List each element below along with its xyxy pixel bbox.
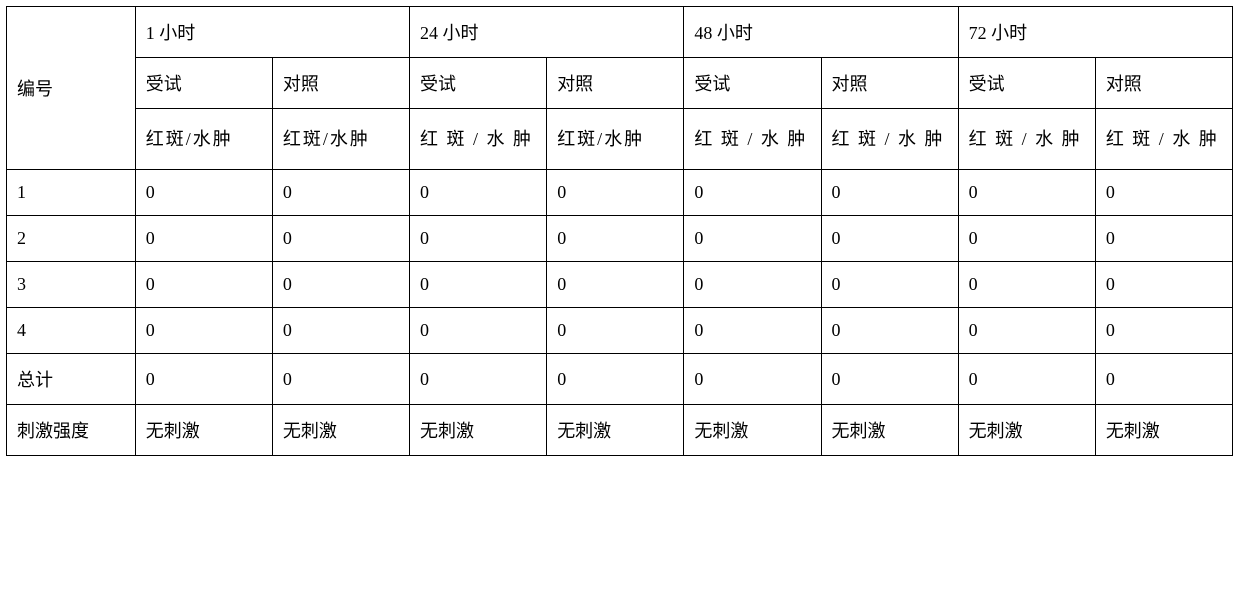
data-cell: 0	[272, 262, 409, 308]
data-cell: 0	[135, 308, 272, 354]
data-row: 400000000	[7, 308, 1233, 354]
data-cell: 0	[272, 170, 409, 216]
data-cell: 0	[135, 216, 272, 262]
header-metric: 红 斑 / 水 肿	[410, 109, 547, 170]
data-cell: 0	[684, 262, 821, 308]
data-cell: 0	[821, 170, 958, 216]
header-metric: 红 斑 / 水 肿	[958, 109, 1095, 170]
intensity-cell: 无刺激	[1095, 405, 1232, 456]
header-subgroup-test: 受试	[684, 58, 821, 109]
header-row-metric: 红斑/水肿 红斑/水肿 红 斑 / 水 肿 红斑/水肿 红 斑 / 水 肿 红 …	[7, 109, 1233, 170]
header-index: 编号	[7, 7, 136, 170]
header-metric: 红 斑 / 水 肿	[1095, 109, 1232, 170]
header-row-group: 受试 对照 受试 对照 受试 对照 受试 对照	[7, 58, 1233, 109]
header-metric: 红 斑 / 水 肿	[684, 109, 821, 170]
total-cell: 0	[958, 354, 1095, 405]
data-cell: 0	[958, 308, 1095, 354]
header-subgroup-control: 对照	[1095, 58, 1232, 109]
data-cell: 0	[410, 308, 547, 354]
intensity-label: 刺激强度	[7, 405, 136, 456]
header-subgroup-test: 受试	[410, 58, 547, 109]
header-subgroup-test: 受试	[958, 58, 1095, 109]
data-cell: 0	[410, 216, 547, 262]
data-cell: 0	[684, 308, 821, 354]
data-cell: 0	[272, 216, 409, 262]
header-time-24h: 24 小时	[410, 7, 684, 58]
total-row: 总计 0 0 0 0 0 0 0 0	[7, 354, 1233, 405]
data-cell: 0	[684, 170, 821, 216]
intensity-cell: 无刺激	[547, 405, 684, 456]
row-index: 2	[7, 216, 136, 262]
header-metric: 红斑/水肿	[272, 109, 409, 170]
total-cell: 0	[684, 354, 821, 405]
data-cell: 0	[821, 216, 958, 262]
total-label: 总计	[7, 354, 136, 405]
data-cell: 0	[821, 308, 958, 354]
header-time-48h: 48 小时	[684, 7, 958, 58]
header-metric: 红斑/水肿	[135, 109, 272, 170]
header-subgroup-control: 对照	[547, 58, 684, 109]
data-cell: 0	[272, 308, 409, 354]
intensity-cell: 无刺激	[410, 405, 547, 456]
data-cell: 0	[547, 216, 684, 262]
header-row-time: 编号 1 小时 24 小时 48 小时 72 小时	[7, 7, 1233, 58]
data-body: 100000000200000000300000000400000000	[7, 170, 1233, 354]
header-subgroup-test: 受试	[135, 58, 272, 109]
data-cell: 0	[1095, 308, 1232, 354]
data-cell: 0	[547, 308, 684, 354]
data-cell: 0	[547, 262, 684, 308]
data-cell: 0	[547, 170, 684, 216]
header-time-1h: 1 小时	[135, 7, 409, 58]
total-cell: 0	[135, 354, 272, 405]
header-metric: 红 斑 / 水 肿	[821, 109, 958, 170]
total-cell: 0	[547, 354, 684, 405]
total-cell: 0	[1095, 354, 1232, 405]
data-cell: 0	[958, 216, 1095, 262]
data-cell: 0	[958, 262, 1095, 308]
header-time-72h: 72 小时	[958, 7, 1232, 58]
data-row: 100000000	[7, 170, 1233, 216]
data-row: 200000000	[7, 216, 1233, 262]
data-cell: 0	[410, 170, 547, 216]
row-index: 3	[7, 262, 136, 308]
row-index: 4	[7, 308, 136, 354]
data-row: 300000000	[7, 262, 1233, 308]
intensity-cell: 无刺激	[135, 405, 272, 456]
data-cell: 0	[958, 170, 1095, 216]
intensity-cell: 无刺激	[958, 405, 1095, 456]
intensity-cell: 无刺激	[684, 405, 821, 456]
data-cell: 0	[1095, 170, 1232, 216]
intensity-cell: 无刺激	[272, 405, 409, 456]
data-cell: 0	[684, 216, 821, 262]
data-cell: 0	[1095, 262, 1232, 308]
data-cell: 0	[410, 262, 547, 308]
intensity-row: 刺激强度 无刺激 无刺激 无刺激 无刺激 无刺激 无刺激 无刺激 无刺激	[7, 405, 1233, 456]
row-index: 1	[7, 170, 136, 216]
irritation-results-table: 编号 1 小时 24 小时 48 小时 72 小时 受试 对照 受试 对照 受试…	[6, 6, 1233, 456]
header-subgroup-control: 对照	[821, 58, 958, 109]
header-metric: 红斑/水肿	[547, 109, 684, 170]
intensity-cell: 无刺激	[821, 405, 958, 456]
total-cell: 0	[821, 354, 958, 405]
data-cell: 0	[1095, 216, 1232, 262]
total-cell: 0	[272, 354, 409, 405]
total-cell: 0	[410, 354, 547, 405]
data-cell: 0	[135, 262, 272, 308]
data-cell: 0	[821, 262, 958, 308]
header-subgroup-control: 对照	[272, 58, 409, 109]
data-cell: 0	[135, 170, 272, 216]
